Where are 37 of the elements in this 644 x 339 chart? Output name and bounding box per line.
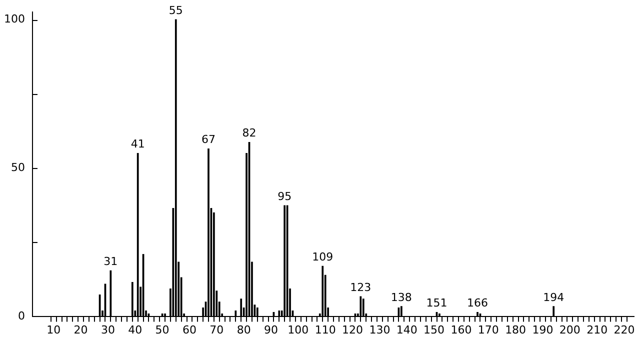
x-tick-label: 70 — [210, 323, 224, 336]
annotation: 82 — [242, 126, 256, 140]
annotation: 31 — [104, 255, 118, 268]
annotation: 55 — [168, 4, 183, 17]
y-tick-label: 0 — [18, 310, 25, 323]
x-tick-label: 210 — [586, 323, 608, 336]
x-tick-label: 130 — [369, 323, 390, 336]
annotation: 138 — [390, 290, 412, 304]
x-tick-label: 30 — [100, 323, 115, 336]
x-tick-label: 80 — [236, 323, 251, 336]
x-tick-label: 200 — [559, 323, 580, 336]
x-tick-label: 140 — [396, 323, 418, 336]
x-tick-label: 120 — [342, 323, 364, 336]
annotation: 41 — [130, 138, 145, 151]
annotation: 166 — [467, 296, 488, 310]
x-tick-label: 100 — [288, 323, 309, 336]
annotation: 151 — [426, 296, 448, 310]
x-tick-label: 170 — [478, 323, 499, 336]
y-tick-label: 100 — [4, 12, 25, 26]
annotation: 109 — [312, 250, 334, 264]
x-tick-label: 220 — [614, 323, 635, 336]
x-tick-label: 160 — [450, 323, 472, 336]
annotation: 194 — [543, 290, 564, 304]
x-tick-label: 10 — [46, 323, 61, 336]
x-tick-label: 20 — [74, 323, 88, 336]
x-tick-label: 150 — [424, 323, 445, 336]
x-tick-label: 60 — [182, 323, 196, 336]
x-tick-label: 110 — [314, 323, 336, 336]
x-tick-label: 190 — [532, 323, 554, 336]
annotation: 95 — [278, 190, 292, 203]
x-tick-label: 180 — [505, 323, 526, 336]
x-tick-label: 90 — [264, 323, 278, 336]
x-tick-label: 40 — [128, 323, 142, 336]
annotation: 123 — [350, 280, 372, 294]
y-tick-label: 50 — [10, 161, 25, 174]
annotation: 67 — [202, 133, 216, 146]
x-tick-label: 50 — [155, 323, 170, 336]
